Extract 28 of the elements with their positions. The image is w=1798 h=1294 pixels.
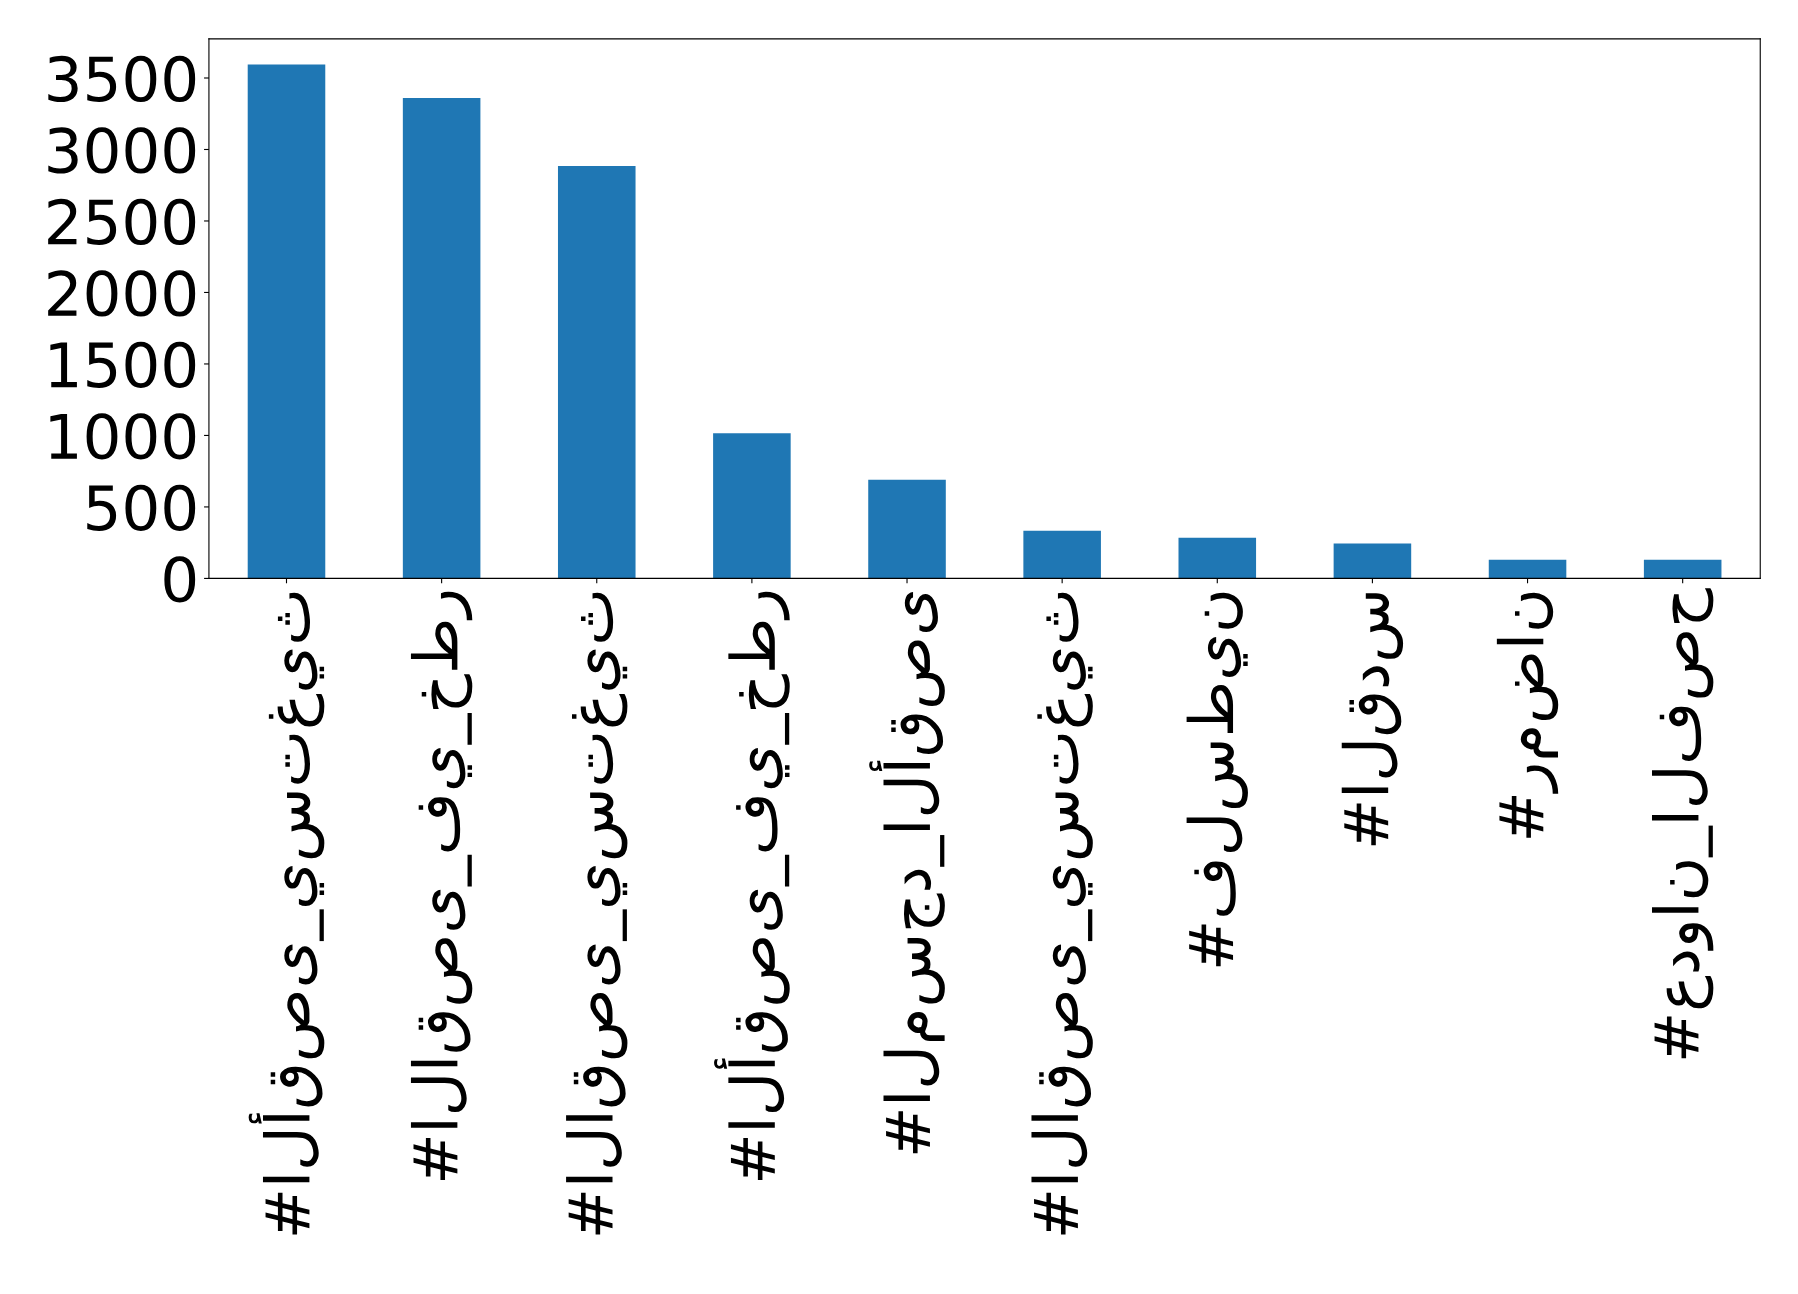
bar: [557, 165, 636, 579]
bar: [247, 64, 326, 579]
bar: [1643, 559, 1722, 579]
y-tick-label: 0: [164, 556, 196, 603]
x-tick-label: #عدوان_الفصح: [1652, 588, 1714, 1059]
y-tick-label: 3500: [48, 55, 196, 103]
x-tick-label: #الاقصى_في_خطر: [410, 591, 473, 1180]
x-tick-label: #فلسطين: [1186, 592, 1248, 967]
x-tick-label: #رمضان: [1496, 592, 1559, 838]
bar: [402, 98, 481, 579]
y-tick-label: 1500: [50, 341, 196, 389]
y-tick-label: 500: [87, 484, 196, 532]
x-tick-label: #القدس: [1341, 593, 1404, 846]
bar: [868, 479, 946, 579]
bar: [1178, 537, 1257, 579]
x-tick-label: #المسجد_الأقصى: [869, 592, 945, 1154]
x-tick-label: #الاقصى_يستغيث: [1031, 592, 1093, 1235]
y-tick-label: 1000: [50, 413, 196, 460]
bar: [1333, 543, 1412, 579]
bar: [1488, 559, 1567, 579]
y-tick-label: 3000: [48, 127, 196, 174]
x-tick-label: #الأقصى_في_خطر: [714, 591, 790, 1180]
x-tick-label: #الأقصى_يستغيث: [248, 592, 325, 1235]
y-tick-label: 2000: [48, 270, 196, 317]
bar: [1023, 530, 1101, 579]
bar: [713, 433, 791, 579]
x-tick-label: #الاقصى_يستغيث: [566, 592, 628, 1235]
y-tick-label: 2500: [48, 198, 196, 246]
